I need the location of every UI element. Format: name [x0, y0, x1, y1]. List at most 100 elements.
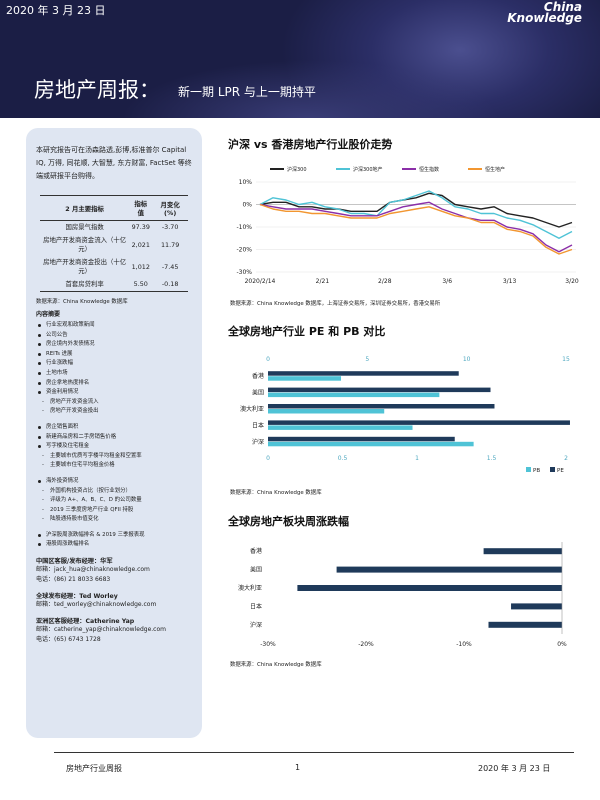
x-tick-label: -20% — [358, 641, 374, 648]
banner-date: 2020 年 3 月 23 日 — [6, 4, 106, 17]
y-tick-label: 0% — [242, 202, 252, 209]
series-line — [259, 203, 573, 255]
legend-label: PE — [557, 468, 564, 474]
change-bar — [488, 621, 562, 628]
pb-axis-tick: 1 — [415, 455, 419, 462]
table-cell: -7.45 — [161, 262, 179, 271]
category-label: 美国 — [252, 389, 264, 397]
category-label: 香港 — [252, 372, 264, 380]
toc-item: 公司公告 — [36, 331, 192, 341]
pe-bar — [268, 420, 570, 425]
x-tick-label: 2020/2/14 — [245, 278, 276, 285]
toc-item: 资金利用情况 — [36, 388, 192, 398]
y-tick-label: -20% — [236, 247, 252, 254]
pe-bar — [268, 404, 495, 409]
category-label: 日本 — [250, 602, 262, 610]
toc-item: 主要城市优质写字楼平均租金和空置率 — [36, 452, 192, 462]
toc-item: REITs 进展 — [36, 350, 192, 360]
contact-heading: 亚洲区客服经理：Catherine Yap — [36, 618, 135, 626]
x-tick-label: 2/21 — [316, 278, 330, 285]
category-label: 日本 — [252, 421, 264, 429]
brand-line1: China — [543, 0, 582, 14]
toc-item: 房企境内外发债情况 — [36, 340, 192, 350]
pe-axis-tick: 10 — [463, 356, 471, 363]
table-header-cell: 指标值 — [129, 195, 153, 221]
pb-bar — [268, 441, 474, 447]
toc-item: 港股周涨跌幅排名 — [36, 540, 192, 550]
toc-item: 2019 三季度房地产行业 QFII 持股 — [36, 506, 192, 516]
table-cell: 首套房贷利率 — [40, 278, 130, 292]
x-tick-label: 3/6 — [442, 278, 452, 285]
table-cell: 2,021 — [131, 240, 150, 249]
table-row: 房地产开发商资金投出（十亿元） 1,012 -7.45 — [40, 256, 188, 278]
toc-item: 房企拿地热度排名 — [36, 379, 192, 389]
toc-item: 海外投资情况 — [36, 477, 192, 487]
table-cell: 11.79 — [160, 240, 180, 249]
table-cell: -3.70 — [161, 223, 179, 231]
category-label: 澳大利亚 — [240, 405, 264, 413]
table-cell: 国房景气指数 — [65, 223, 104, 231]
toc-item: 新建商品房和二手房销售价格 — [36, 433, 192, 443]
key-indicator-table: 2 月主要指标 指标值 月变化 (%) 国房景气指数 97.39 -3.70 房… — [40, 195, 188, 292]
pb-bar — [268, 409, 385, 414]
category-label: 香港 — [250, 547, 262, 555]
sidebar-panel: 本研究报告可在汤森路透,彭博,标准普尔 Capital IQ, 万得, 同花顺,… — [26, 128, 202, 738]
report-title: 房地产周报： — [34, 78, 160, 102]
table-cell: 1,012 — [131, 262, 150, 271]
chart2-source: 数据来源：China Knowledge 数据库 — [230, 490, 322, 496]
toc-item: 沪深股周涨跌幅排名 & 2019 三季报表现 — [36, 531, 192, 541]
contact-heading: 中国区客服/发布经理：华军 — [36, 558, 113, 566]
toc-item: 主要城市住宅平均租金价格 — [36, 461, 192, 471]
legend-label: PB — [533, 468, 540, 474]
legend-label: 沪深300 — [287, 166, 307, 173]
section-title-price-trend: 沪深 vs 香港房地产行业股价走势 — [228, 138, 393, 151]
chart3-source: 数据来源：China Knowledge 数据库 — [230, 662, 322, 668]
table-row: 房地产开发商资金流入（十亿元） 2,021 11.79 — [40, 234, 188, 256]
series-line — [259, 192, 573, 228]
pe-bar — [268, 371, 459, 376]
footer-divider — [54, 752, 574, 753]
pe-axis-tick: 15 — [562, 356, 570, 363]
y-tick-label: -10% — [236, 224, 252, 231]
pb-axis-tick: 0.5 — [338, 455, 348, 462]
y-tick-label: 10% — [239, 179, 253, 186]
brand-logo: China Knowledge — [507, 0, 582, 24]
pe-bar — [268, 436, 455, 442]
table-row: 首套房贷利率 5.50 -0.18 — [40, 278, 188, 292]
toc-list: 行业宏观和政策新闻 公司公告 房企境内外发债情况 REITs 进展 行业涨跌幅 土地市场房… — [36, 321, 192, 550]
table-source: 数据来源：China Knowledge 数据库 — [36, 299, 128, 305]
table-row: 国房景气指数 97.39 -3.70 — [40, 221, 188, 235]
pb-bar — [268, 392, 440, 398]
contact-line: 邮箱：catherine_yap@chinaknowledge.com — [36, 626, 166, 634]
table-cell: 房地产开发商资金投出（十亿元） — [43, 258, 127, 275]
table-header-cell: 2 月主要指标 — [40, 195, 130, 221]
chart1-source: 数据来源：China Knowledge 数据库，上海证券交易所，深圳证券交易所… — [230, 301, 441, 307]
contact-line: 电话：(65) 6743 1728 — [36, 636, 101, 644]
x-tick-label: -30% — [260, 641, 276, 648]
pe-axis-tick: 0 — [266, 356, 270, 363]
report-subtitle: 新一期 LPR 与上一期持平 — [178, 85, 316, 99]
category-label: 沪深 — [250, 621, 262, 629]
category-label: 沪深 — [252, 438, 264, 446]
legend-swatch — [550, 467, 555, 472]
contact-line: 邮箱：jack_hua@chinaknowledge.com — [36, 566, 150, 574]
banner-glow-secondary — [120, 60, 500, 118]
pb-axis-tick: 2 — [564, 455, 568, 462]
legend-label: 沪深300地产 — [353, 166, 383, 173]
contact-heading: 全球发布经理：Ted Worley — [36, 593, 118, 601]
change-bar — [297, 585, 562, 591]
x-tick-label: 3/13 — [503, 278, 517, 285]
series-line — [259, 190, 573, 240]
y-tick-label: -30% — [236, 269, 252, 276]
toc-item: 评级为 A+、A、B、C、D 的公司数量 — [36, 496, 192, 506]
table-header-cell: 月变化 (%) — [152, 195, 188, 221]
toc-item: 外国机构投资占比（按行业划分） — [36, 487, 192, 497]
toc-item: 行业宏观和政策新闻 — [36, 321, 192, 331]
price-trend-chart: 沪深300 沪深300地产 恒生指数 恒生地产 10% 0% -10% -20% -30% 202… — [236, 166, 578, 285]
change-bar — [483, 548, 562, 555]
category-label: 美国 — [250, 566, 262, 574]
contact-line: 邮箱：ted_worley@chinaknowledge.com — [36, 601, 157, 609]
table-header-row: 2 月主要指标 指标值 月变化 (%) — [40, 195, 188, 221]
